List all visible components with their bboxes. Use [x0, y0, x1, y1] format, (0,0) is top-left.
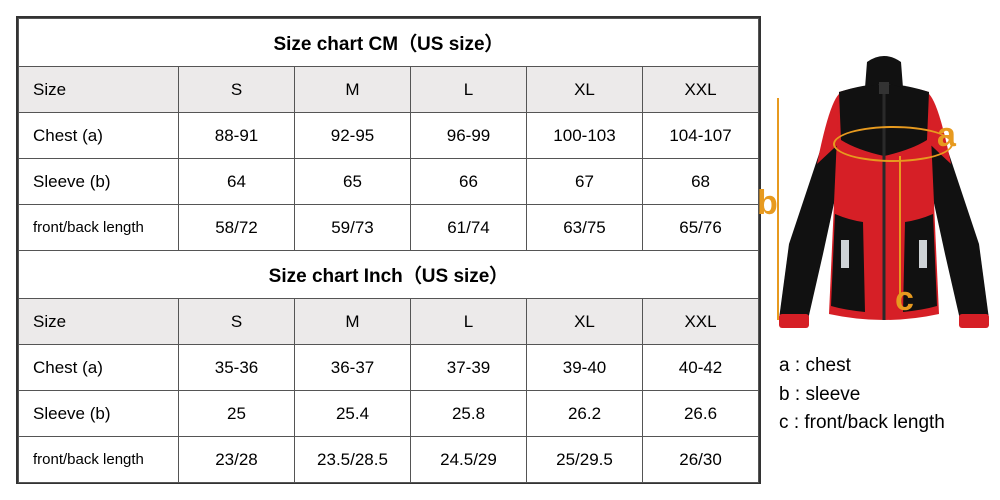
jacket-icon — [779, 44, 989, 334]
size-chart-table: Size chart CM（US size） Size S M L XL XXL… — [16, 16, 761, 484]
col-xxl: XXL — [643, 67, 759, 113]
title-cm: Size chart CM（US size） — [19, 19, 759, 67]
col-size: Size — [19, 299, 179, 345]
cell: 68 — [643, 159, 759, 205]
table-row: front/back length 23/28 23.5/28.5 24.5/2… — [19, 437, 759, 483]
row-label-flb: front/back length — [19, 205, 179, 251]
row-label-sleeve: Sleeve (b) — [19, 159, 179, 205]
col-l: L — [411, 67, 527, 113]
table-row: Sleeve (b) 64 65 66 67 68 — [19, 159, 759, 205]
col-xl: XL — [527, 299, 643, 345]
cell: 65 — [295, 159, 411, 205]
legend-a: a : chest — [779, 352, 945, 381]
table-row: Chest (a) 35-36 36-37 37-39 39-40 40-42 — [19, 345, 759, 391]
jacket-illustration: a b c — [779, 44, 989, 334]
cell: 26.2 — [527, 391, 643, 437]
table-row: Chest (a) 88-91 92-95 96-99 100-103 104-… — [19, 113, 759, 159]
cell: 36-37 — [295, 345, 411, 391]
marker-b: b — [757, 184, 778, 223]
cell: 88-91 — [179, 113, 295, 159]
cell: 66 — [411, 159, 527, 205]
cell: 59/73 — [295, 205, 411, 251]
cell: 40-42 — [643, 345, 759, 391]
cell: 104-107 — [643, 113, 759, 159]
col-l: L — [411, 299, 527, 345]
cell: 96-99 — [411, 113, 527, 159]
title-inch: Size chart Inch（US size） — [19, 251, 759, 299]
cell: 67 — [527, 159, 643, 205]
legend-b: b : sleeve — [779, 381, 945, 410]
title-row-inch: Size chart Inch（US size） — [19, 251, 759, 299]
cell: 26/30 — [643, 437, 759, 483]
cell: 64 — [179, 159, 295, 205]
col-m: M — [295, 299, 411, 345]
row-label-flb: front/back length — [19, 437, 179, 483]
row-label-chest: Chest (a) — [19, 113, 179, 159]
table-row: Sleeve (b) 25 25.4 25.8 26.2 26.6 — [19, 391, 759, 437]
cell: 39-40 — [527, 345, 643, 391]
row-label-sleeve: Sleeve (b) — [19, 391, 179, 437]
cell: 100-103 — [527, 113, 643, 159]
cell: 35-36 — [179, 345, 295, 391]
cell: 65/76 — [643, 205, 759, 251]
cell: 25/29.5 — [527, 437, 643, 483]
header-row-cm: Size S M L XL XXL — [19, 67, 759, 113]
cell: 37-39 — [411, 345, 527, 391]
col-s: S — [179, 299, 295, 345]
chest-measure-ellipse — [833, 126, 953, 162]
cell: 58/72 — [179, 205, 295, 251]
col-m: M — [295, 67, 411, 113]
cell: 25.8 — [411, 391, 527, 437]
col-xxl: XXL — [643, 299, 759, 345]
row-label-chest: Chest (a) — [19, 345, 179, 391]
cell: 25.4 — [295, 391, 411, 437]
cell: 63/75 — [527, 205, 643, 251]
title-row-cm: Size chart CM（US size） — [19, 19, 759, 67]
cell: 92-95 — [295, 113, 411, 159]
cell: 23.5/28.5 — [295, 437, 411, 483]
cell: 26.6 — [643, 391, 759, 437]
cell: 25 — [179, 391, 295, 437]
col-xl: XL — [527, 67, 643, 113]
measurement-diagram: a b c a : chest b : sleeve c : front/bac… — [779, 16, 989, 484]
cell: 23/28 — [179, 437, 295, 483]
marker-c: c — [895, 280, 914, 319]
table-row: front/back length 58/72 59/73 61/74 63/7… — [19, 205, 759, 251]
header-row-inch: Size S M L XL XXL — [19, 299, 759, 345]
col-s: S — [179, 67, 295, 113]
cell: 24.5/29 — [411, 437, 527, 483]
legend-c: c : front/back length — [779, 409, 945, 438]
col-size: Size — [19, 67, 179, 113]
cell: 61/74 — [411, 205, 527, 251]
diagram-legend: a : chest b : sleeve c : front/back leng… — [779, 352, 945, 438]
marker-a: a — [937, 116, 956, 155]
